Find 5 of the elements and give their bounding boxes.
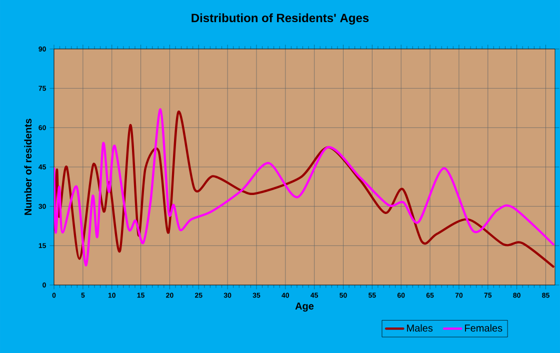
x-axis-title: Age <box>295 302 314 312</box>
legend-label: Females <box>465 324 502 332</box>
chart-title: Distribution of Residents' Ages <box>192 13 369 25</box>
legend-label: Males <box>407 324 433 332</box>
y-axis-title: Number of residents <box>24 118 32 215</box>
